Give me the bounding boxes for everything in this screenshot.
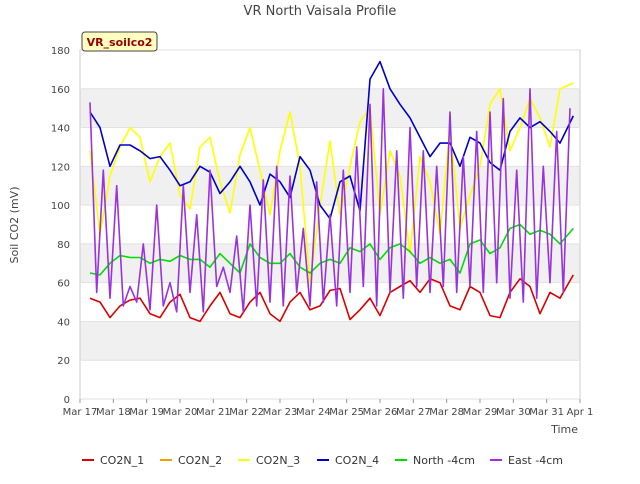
x-axis-label: Time: [550, 423, 578, 436]
y-tick-label: 120: [51, 162, 70, 173]
y-tick-label: 60: [57, 279, 70, 290]
y-tick-label: 140: [51, 124, 70, 135]
site-label-text: VR_soilco2: [87, 36, 153, 49]
legend: CO2N_1 CO2N_2 CO2N_3 CO2N_4 North -4cm East -…: [82, 454, 563, 467]
y-axis-label: Soil CO2 (mV): [8, 187, 21, 264]
y-tick-label: 80: [57, 240, 70, 251]
legend-label: CO2N_1: [100, 454, 144, 467]
y-tick-label: 40: [57, 317, 70, 328]
legend-label: North -4cm: [413, 454, 475, 467]
site-label-box: [81, 31, 158, 52]
x-tick-label: Mar 20: [163, 407, 198, 418]
legend-label: CO2N_2: [178, 454, 222, 467]
x-tick-label: Mar 26: [363, 407, 398, 418]
x-tick-label: Mar 18: [96, 407, 131, 418]
series-lines: [89, 60, 575, 323]
grid-band: [80, 166, 580, 206]
y-tick-label: 0: [64, 395, 70, 406]
x-tick-label: Mar 29: [463, 407, 498, 418]
x-tick-label: Mar 30: [496, 407, 531, 418]
y-tick-label: 180: [51, 46, 70, 57]
series-line-north-4cm: [89, 223, 574, 276]
legend-label: CO2N_3: [256, 454, 300, 467]
series-line-co2n-3: [89, 82, 574, 284]
series-line-east-4cm: [89, 88, 571, 313]
series-line-co2n-1: [89, 274, 574, 323]
x-tick-label: Mar 27: [396, 407, 431, 418]
y-tick-label: 100: [51, 201, 70, 212]
y-tick-label: 20: [57, 356, 70, 367]
x-tick-label: Mar 22: [229, 407, 264, 418]
x-tick-label: Mar 17: [63, 407, 98, 418]
grid-band: [80, 321, 580, 361]
x-tick-label: Mar 21: [196, 407, 231, 418]
chart-title: VR North Vaisala Profile: [244, 4, 397, 19]
x-tick-label: Apr 1: [567, 407, 594, 418]
x-tick-label: Mar 31: [529, 407, 564, 418]
legend-label: East -4cm: [508, 454, 563, 467]
legend-label: CO2N_4: [335, 454, 379, 467]
y-tick-label: 160: [51, 85, 70, 96]
site-label-badge: VR_soilco2: [81, 31, 158, 52]
grid-band: [80, 243, 580, 283]
x-tick-label: Mar 24: [296, 407, 331, 418]
x-tick-label: Mar 28: [429, 407, 464, 418]
x-tick-label: Mar 19: [129, 407, 164, 418]
x-tick-label: Mar 25: [329, 407, 364, 418]
x-tick-label: Mar 23: [263, 407, 298, 418]
